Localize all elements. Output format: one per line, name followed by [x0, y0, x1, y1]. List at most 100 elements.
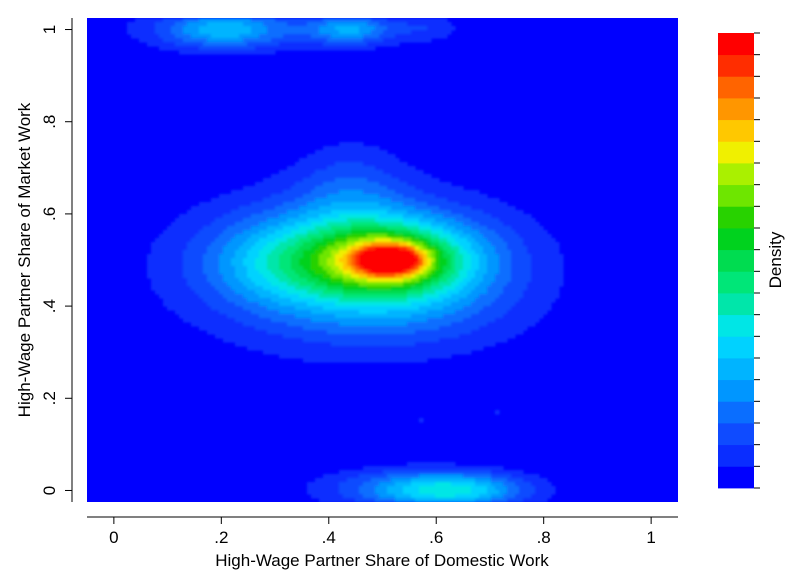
density-cell — [319, 350, 324, 355]
density-cell — [399, 166, 404, 171]
density-cell — [399, 294, 404, 299]
density-cell — [307, 330, 312, 335]
density-cell — [359, 22, 364, 27]
density-cell — [515, 322, 520, 327]
density-cell — [483, 294, 488, 299]
density-cell — [399, 354, 404, 359]
density-cell — [399, 214, 404, 219]
density-cell — [163, 270, 168, 275]
density-cell — [479, 326, 484, 331]
density-cell — [259, 202, 264, 207]
density-cell — [255, 246, 260, 251]
density-cell — [375, 18, 380, 23]
density-cell — [319, 18, 324, 23]
density-cell — [311, 334, 316, 339]
density-cell — [223, 266, 228, 271]
density-cell — [355, 30, 360, 35]
density-cell — [519, 290, 524, 295]
density-cell — [223, 282, 228, 287]
density-cell — [443, 278, 448, 283]
density-cell — [179, 294, 184, 299]
density-cell — [467, 238, 472, 243]
density-cell — [255, 30, 260, 35]
density-cell — [403, 206, 408, 211]
density-cell — [467, 258, 472, 263]
density-cell — [351, 226, 356, 231]
density-cell — [411, 326, 416, 331]
density-cell — [267, 238, 272, 243]
density-cell — [235, 310, 240, 315]
density-cell — [415, 302, 420, 307]
density-cell — [415, 234, 420, 239]
density-cell — [383, 170, 388, 175]
density-cell — [263, 178, 268, 183]
density-cell — [443, 242, 448, 247]
density-cell — [303, 214, 308, 219]
density-cell — [431, 26, 436, 31]
density-cell — [543, 250, 548, 255]
density-cell — [259, 286, 264, 291]
density-cell — [319, 278, 324, 283]
density-cell — [263, 310, 268, 315]
density-cell — [211, 238, 216, 243]
density-cell — [255, 274, 260, 279]
density-cell — [411, 226, 416, 231]
density-cell — [515, 250, 520, 255]
density-cell — [231, 194, 236, 199]
density-cell — [291, 194, 296, 199]
density-cell — [255, 182, 260, 187]
density-cell — [319, 210, 324, 215]
density-cell — [251, 38, 256, 43]
density-cell — [451, 266, 456, 271]
density-cell — [331, 482, 336, 487]
density-cell — [343, 186, 348, 191]
density-cell — [519, 270, 524, 275]
density-cell — [439, 342, 444, 347]
density-cell — [287, 242, 292, 247]
density-cell — [399, 194, 404, 199]
density-cell — [319, 266, 324, 271]
density-cell — [255, 210, 260, 215]
density-cell — [267, 34, 272, 39]
density-cell — [471, 194, 476, 199]
density-cell — [155, 286, 160, 291]
density-cell — [403, 258, 408, 263]
density-cell — [235, 226, 240, 231]
density-cell — [411, 206, 416, 211]
density-cell — [415, 338, 420, 343]
density-cell — [503, 318, 508, 323]
density-cell — [355, 162, 360, 167]
density-cell — [227, 282, 232, 287]
density-cell — [463, 278, 468, 283]
density-cell — [219, 254, 224, 259]
density-cell — [243, 46, 248, 51]
density-cell — [227, 194, 232, 199]
density-cell — [315, 266, 320, 271]
density-cell — [159, 266, 164, 271]
density-cell — [287, 222, 292, 227]
density-cell — [271, 194, 276, 199]
density-cell — [407, 478, 412, 483]
density-cell — [475, 246, 480, 251]
density-cell — [371, 270, 376, 275]
density-cell — [199, 26, 204, 31]
density-cell — [463, 250, 468, 255]
density-cell — [379, 338, 384, 343]
density-cell — [215, 206, 220, 211]
density-cell — [263, 26, 268, 31]
density-cell — [211, 330, 216, 335]
density-cell — [295, 278, 300, 283]
density-cell — [311, 242, 316, 247]
density-cell — [511, 206, 516, 211]
density-cell — [359, 322, 364, 327]
density-cell — [475, 210, 480, 215]
density-cell — [479, 286, 484, 291]
density-cell — [483, 470, 488, 475]
density-cell — [291, 190, 296, 195]
density-cell — [395, 170, 400, 175]
density-cell — [515, 330, 520, 335]
density-cell — [307, 254, 312, 259]
density-cell — [403, 294, 408, 299]
density-cell — [435, 478, 440, 483]
density-cell — [235, 42, 240, 47]
